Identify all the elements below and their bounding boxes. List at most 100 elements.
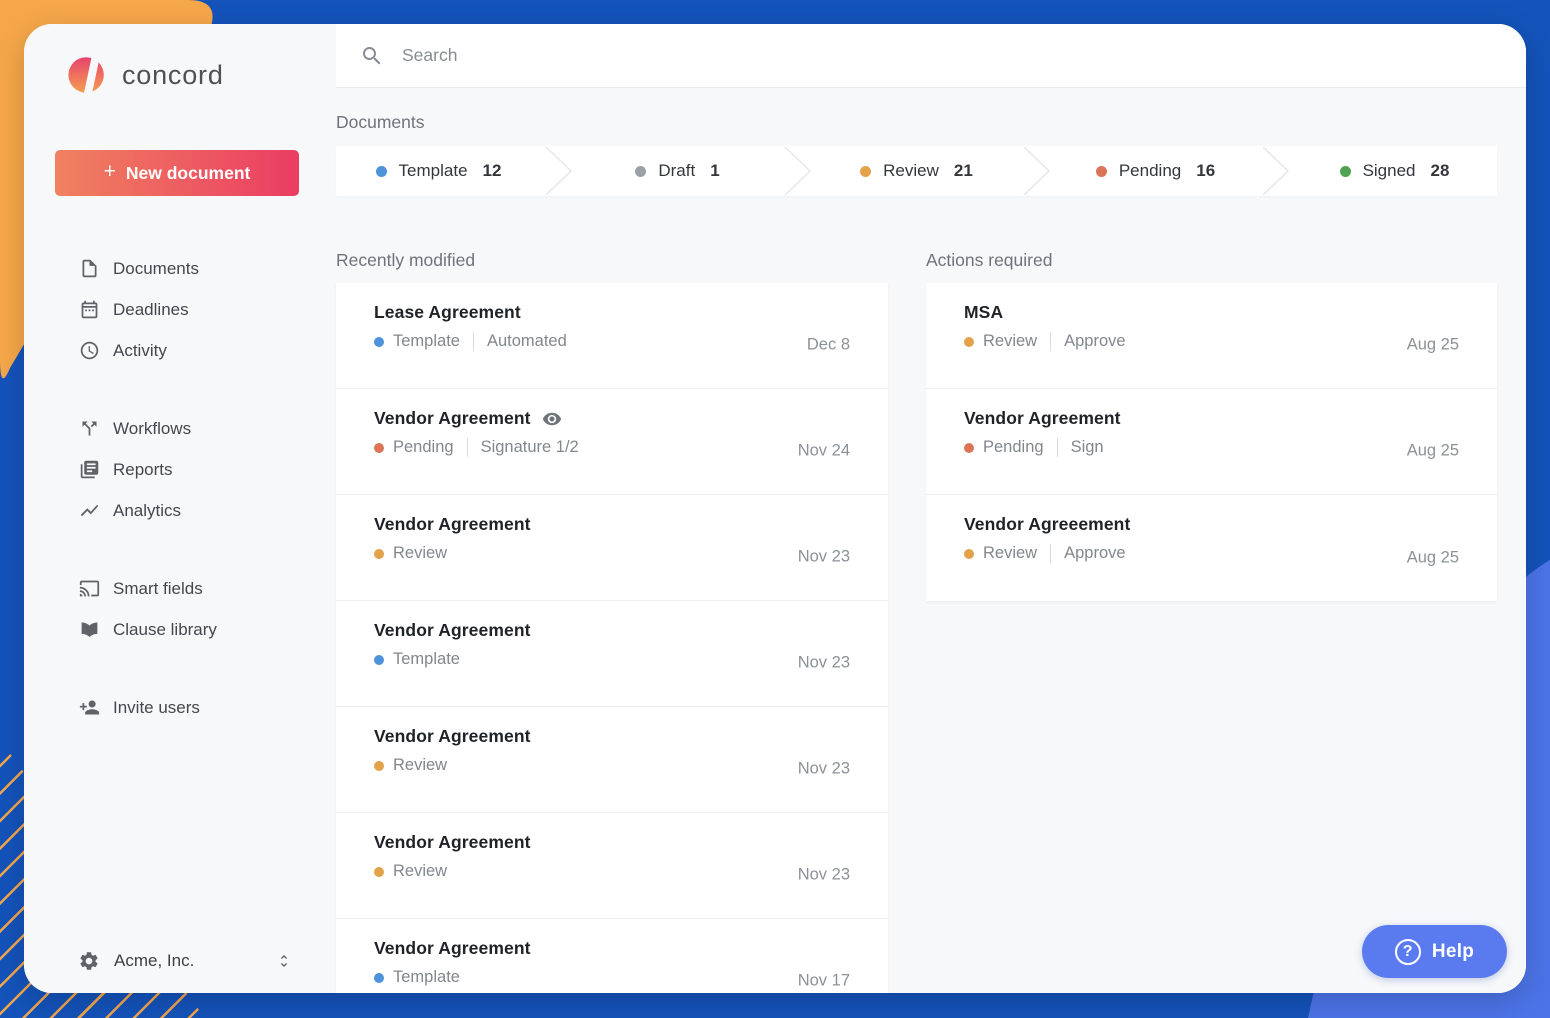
stage-count: 21 [953,161,973,180]
divider [1050,544,1052,563]
divider [472,332,474,351]
sidebar-item-documents[interactable]: Documents [24,248,336,289]
concord-logo-icon [68,52,104,98]
status-dot [374,336,384,347]
status-dot [635,165,647,177]
sidebar: concord + New document Documents Deadline… [24,24,336,993]
recently-modified-list: Lease Agreement Template Automated Dec 8 Ven… [336,283,888,993]
sidebar-item-reports[interactable]: Reports [24,449,336,490]
status-extra: Sign [1070,438,1104,456]
document-title: Vendor Agreement [374,620,531,640]
document-title: Vendor Agreement [374,832,531,852]
eye-icon [542,409,562,429]
chevron-separator-icon [780,146,814,196]
sidebar-group: Smart fields Clause library [24,568,336,650]
sidebar-item-label: Deadlines [113,299,189,319]
status-label: Review [393,544,448,562]
app-window: concord + New document Documents Deadline… [24,24,1526,993]
document-date: Nov 23 [797,653,850,672]
sidebar-group: Documents Deadlines Activity [24,248,336,371]
document-row[interactable]: Vendor Agreement Review Nov 23 [336,832,888,919]
document-row[interactable]: MSA Review Approve Aug 25 [926,302,1497,389]
sidebar-item-analytics[interactable]: Analytics [24,490,336,531]
help-label: Help [1431,940,1475,962]
pipeline-stage-draft[interactable]: Draft 1 [575,146,780,196]
sidebar-item-invite-users[interactable]: Invite users [24,687,336,728]
document-row[interactable]: Vendor Agreement Template Nov 17 [336,938,888,993]
pipeline-stage-review[interactable]: Review 21 [814,146,1019,196]
gear-icon [78,950,100,972]
sidebar-item-smart-fields[interactable]: Smart fields [24,568,336,609]
document-row[interactable]: Vendor Agreement Review Nov 23 [336,726,888,813]
document-date: Nov 17 [797,971,850,990]
sidebar-item-label: Documents [113,258,199,278]
help-button[interactable]: ? Help [1362,925,1507,978]
stage-count: 16 [1196,161,1216,180]
document-title: Vendor Agreement [374,938,531,958]
sidebar-item-label: Workflows [113,418,192,438]
sidebar-item-workflows[interactable]: Workflows [24,408,336,449]
status-extra: Approve [1064,332,1126,350]
chevron-separator-icon [541,146,575,196]
status-dot [964,548,974,559]
pipeline-stage-template[interactable]: Template 12 [336,146,541,196]
documents-pipeline: Template 12 Draft 1 Review 21 Pending 16 Signed 2… [336,146,1497,196]
document-date: Aug 25 [1406,335,1459,354]
status-dot [374,442,384,453]
stage-label: Review [883,161,939,180]
document-title: MSA [964,302,1004,322]
actions-required-section: Actions required MSA Review Approve Aug 25 V… [926,250,1497,993]
status-label: Template [393,332,460,350]
sidebar-item-label: Clause library [113,619,217,639]
document-date: Aug 25 [1406,441,1459,460]
status-label: Review [983,544,1038,562]
document-date: Aug 25 [1406,548,1459,566]
stage-label: Draft [658,161,696,180]
document-row[interactable]: Vendor Agreement Pending Signature 1/2 Nov … [336,408,888,495]
sidebar-item-label: Analytics [113,500,182,520]
document-icon [78,258,100,280]
org-name: Acme, Inc. [114,951,195,970]
sidebar-item-activity[interactable]: Activity [24,330,336,371]
status-dot [374,654,384,665]
stage-label: Signed [1362,161,1416,180]
document-title: Vendor Agreement [964,408,1121,428]
new-document-button[interactable]: + New document [55,150,299,196]
pipeline-stage-signed[interactable]: Signed 28 [1292,146,1497,196]
logo[interactable]: concord [66,52,224,98]
document-row[interactable]: Vendor Agreement Template Nov 23 [336,620,888,707]
reports-icon [78,459,100,481]
new-document-label: New document [125,162,251,183]
actions-required-list: MSA Review Approve Aug 25 Vendor Agreement Pe… [926,283,1497,601]
document-row[interactable]: Lease Agreement Template Automated Dec 8 [336,302,888,389]
status-label: Review [983,332,1038,350]
pipeline-stage-pending[interactable]: Pending 16 [1053,146,1258,196]
sidebar-group: Workflows Reports Analytics [24,408,336,531]
document-row[interactable]: Vendor Agreeement Review Approve Aug 25 [926,514,1497,601]
document-row[interactable]: Vendor Agreement Pending Sign Aug 25 [926,408,1497,495]
document-title: Vendor Agreement [374,408,531,428]
status-extra: Automated [486,332,567,350]
status-dot [964,442,974,453]
status-dot [964,336,974,347]
search-input[interactable] [402,45,1102,66]
stage-count: 1 [710,161,720,180]
search-bar [336,24,1526,88]
book-icon [78,619,100,641]
analytics-icon [78,500,100,522]
person-add-icon [78,697,100,719]
unfold-more-icon [276,951,292,971]
cast-icon [78,578,100,600]
sidebar-item-deadlines[interactable]: Deadlines [24,289,336,330]
org-switcher[interactable]: Acme, Inc. [78,947,308,975]
document-row[interactable]: Vendor Agreement Review Nov 23 [336,514,888,601]
document-date: Nov 23 [797,547,850,566]
sidebar-item-clause-library[interactable]: Clause library [24,609,336,650]
sidebar-item-label: Activity [113,340,167,360]
status-label: Pending [393,438,454,456]
clock-icon [78,340,100,362]
status-extra: Signature 1/2 [480,438,579,456]
sidebar-item-label: Reports [113,459,173,479]
divider [466,438,468,457]
sidebar-item-label: Invite users [113,697,200,717]
